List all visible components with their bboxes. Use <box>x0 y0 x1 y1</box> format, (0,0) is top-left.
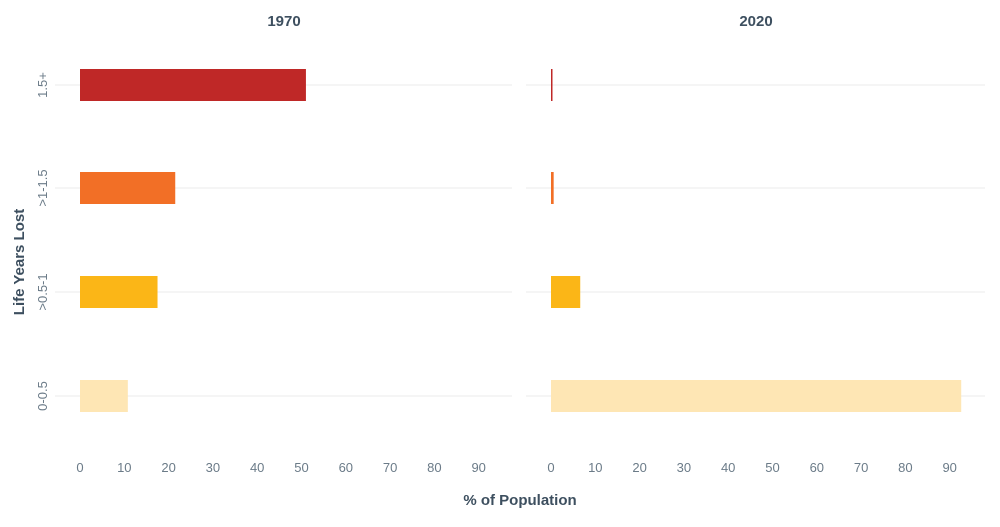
x-tick-label: 90 <box>942 460 956 475</box>
x-tick-label: 40 <box>721 460 735 475</box>
x-tick-label: 10 <box>588 460 602 475</box>
x-axis-title: % of Population <box>463 492 576 509</box>
x-tick-label: 0 <box>547 460 554 475</box>
x-tick-label: 70 <box>383 460 397 475</box>
x-tick-label: 60 <box>339 460 353 475</box>
x-tick-label: 80 <box>898 460 912 475</box>
y-category-label: 0-0.5 <box>35 381 50 411</box>
x-tick-label: 50 <box>294 460 308 475</box>
bar-1970-3 <box>80 380 128 412</box>
bar-2020-3 <box>551 380 962 412</box>
y-category-label: >1-1.5 <box>35 169 50 206</box>
x-tick-label: 70 <box>854 460 868 475</box>
bar-1970-2 <box>80 276 158 308</box>
panel-2020: 2020 0 10 20 30 40 50 60 70 80 90 <box>526 13 985 475</box>
panel-title: 1970 <box>267 13 300 30</box>
x-tick-label: 50 <box>765 460 779 475</box>
x-tick-label: 90 <box>471 460 485 475</box>
x-tick-label: 30 <box>206 460 220 475</box>
x-tick-label: 20 <box>161 460 175 475</box>
x-tick-label: 20 <box>632 460 646 475</box>
x-tick-label: 30 <box>677 460 691 475</box>
y-category-label: >0.5-1 <box>35 273 50 310</box>
y-category-labels: 1.5+ >1-1.5 >0.5-1 0-0.5 <box>35 72 50 411</box>
bar-1970-0 <box>80 69 306 101</box>
bar-2020-2 <box>551 276 581 308</box>
x-tick-label: 40 <box>250 460 264 475</box>
x-tick-label: 0 <box>76 460 83 475</box>
panel-title: 2020 <box>739 13 772 30</box>
bar-2020-0 <box>551 69 553 101</box>
bar-2020-1 <box>551 172 554 204</box>
panel-1970: 1970 0 10 20 30 40 50 60 70 80 90 <box>55 13 512 475</box>
x-tick-label: 60 <box>810 460 824 475</box>
chart-panels: 1970 0 10 20 30 40 50 60 70 80 90 2020 0 10 20 30 40 50 60… <box>35 13 985 475</box>
y-category-label: 1.5+ <box>35 72 50 98</box>
x-tick-label: 80 <box>427 460 441 475</box>
bar-1970-1 <box>80 172 176 204</box>
y-axis-title: Life Years Lost <box>11 209 28 315</box>
x-tick-label: 10 <box>117 460 131 475</box>
